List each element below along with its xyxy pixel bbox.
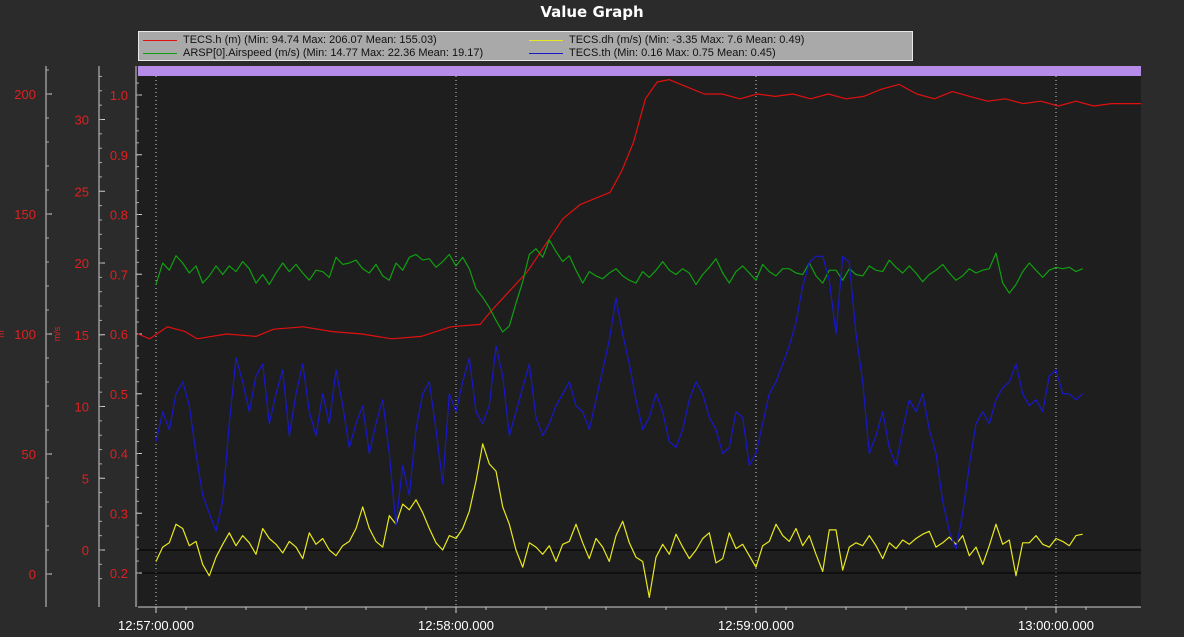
ms-axis-tick-label: 25 [75,184,89,199]
legend-swatch-tecs-dh [529,40,563,41]
plot-area[interactable] [138,66,1141,607]
h-axis-tick-label: 0 [29,567,36,582]
th-axis-tick-label: 0.5 [110,387,128,402]
h-axis-tick-label: 200 [14,87,36,102]
h-axis-unit-label: m [0,330,6,338]
th-axis-tick-label: 0.2 [110,566,128,581]
series-line-3 [155,255,1084,550]
th-axis-tick-label: 0.8 [110,208,128,223]
chart-title: Value Graph [540,3,644,21]
legend-swatch-airspeed [143,53,177,54]
ms-axis-tick-label: 20 [75,256,89,271]
x-tick-label: 13:00:00.000 [1018,618,1094,633]
h-axis-tick-label: 150 [14,207,36,222]
th-axis-tick-label: 0.4 [110,447,128,462]
series-line-1 [155,443,1083,599]
series-line-2 [155,239,1083,333]
x-tick-label: 12:57:00.000 [118,618,194,633]
series-lines [137,78,1141,599]
ms-axis-tick-label: 10 [75,400,89,415]
h-axis-tick-label: 100 [14,327,36,342]
legend-label-airspeed: ARSP[0].Airspeed (m/s) (Min: 14.77 Max: … [183,47,484,59]
ms-axis-tick-label: 0 [82,543,89,558]
series-line-0 [137,78,1141,340]
legend-label-tecs-h: TECS.h (m) (Min: 94.74 Max: 206.07 Mean:… [183,34,437,46]
th-axis-tick-label: 1.0 [110,88,128,103]
legend-swatch-tecs-th [529,53,563,54]
h-axis-tick-label: 50 [22,447,36,462]
legend-swatch-tecs-h [143,40,177,41]
ms-axis-unit-label: m/s [52,326,62,341]
ms-axis-tick-label: 15 [75,328,89,343]
x-tick-label: 12:59:00.000 [718,618,794,633]
legend-label-tecs-dh: TECS.dh (m/s) (Min: -3.35 Max: 7.6 Mean:… [569,34,805,46]
axes: 12:57:00.000 12:58:00.000 12:59:00.000 13:0… [0,66,1141,633]
legend-label-tecs-th: TECS.th (Min: 0.16 Max: 0.75 Mean: 0.45) [569,47,776,59]
ms-axis-tick-label: 30 [75,113,89,128]
legend: TECS.h (m) (Min: 94.74 Max: 206.07 Mean:… [138,31,913,61]
ms-axis-tick-label: 5 [82,471,89,486]
x-tick-label: 12:58:00.000 [418,618,494,633]
th-axis-tick-label: 0.3 [110,506,128,521]
th-axis-tick-label: 0.9 [110,148,128,163]
th-axis-tick-label: 0.7 [110,267,128,282]
th-axis-tick-label: 0.6 [110,327,128,342]
time-range-bar[interactable] [138,66,1141,76]
